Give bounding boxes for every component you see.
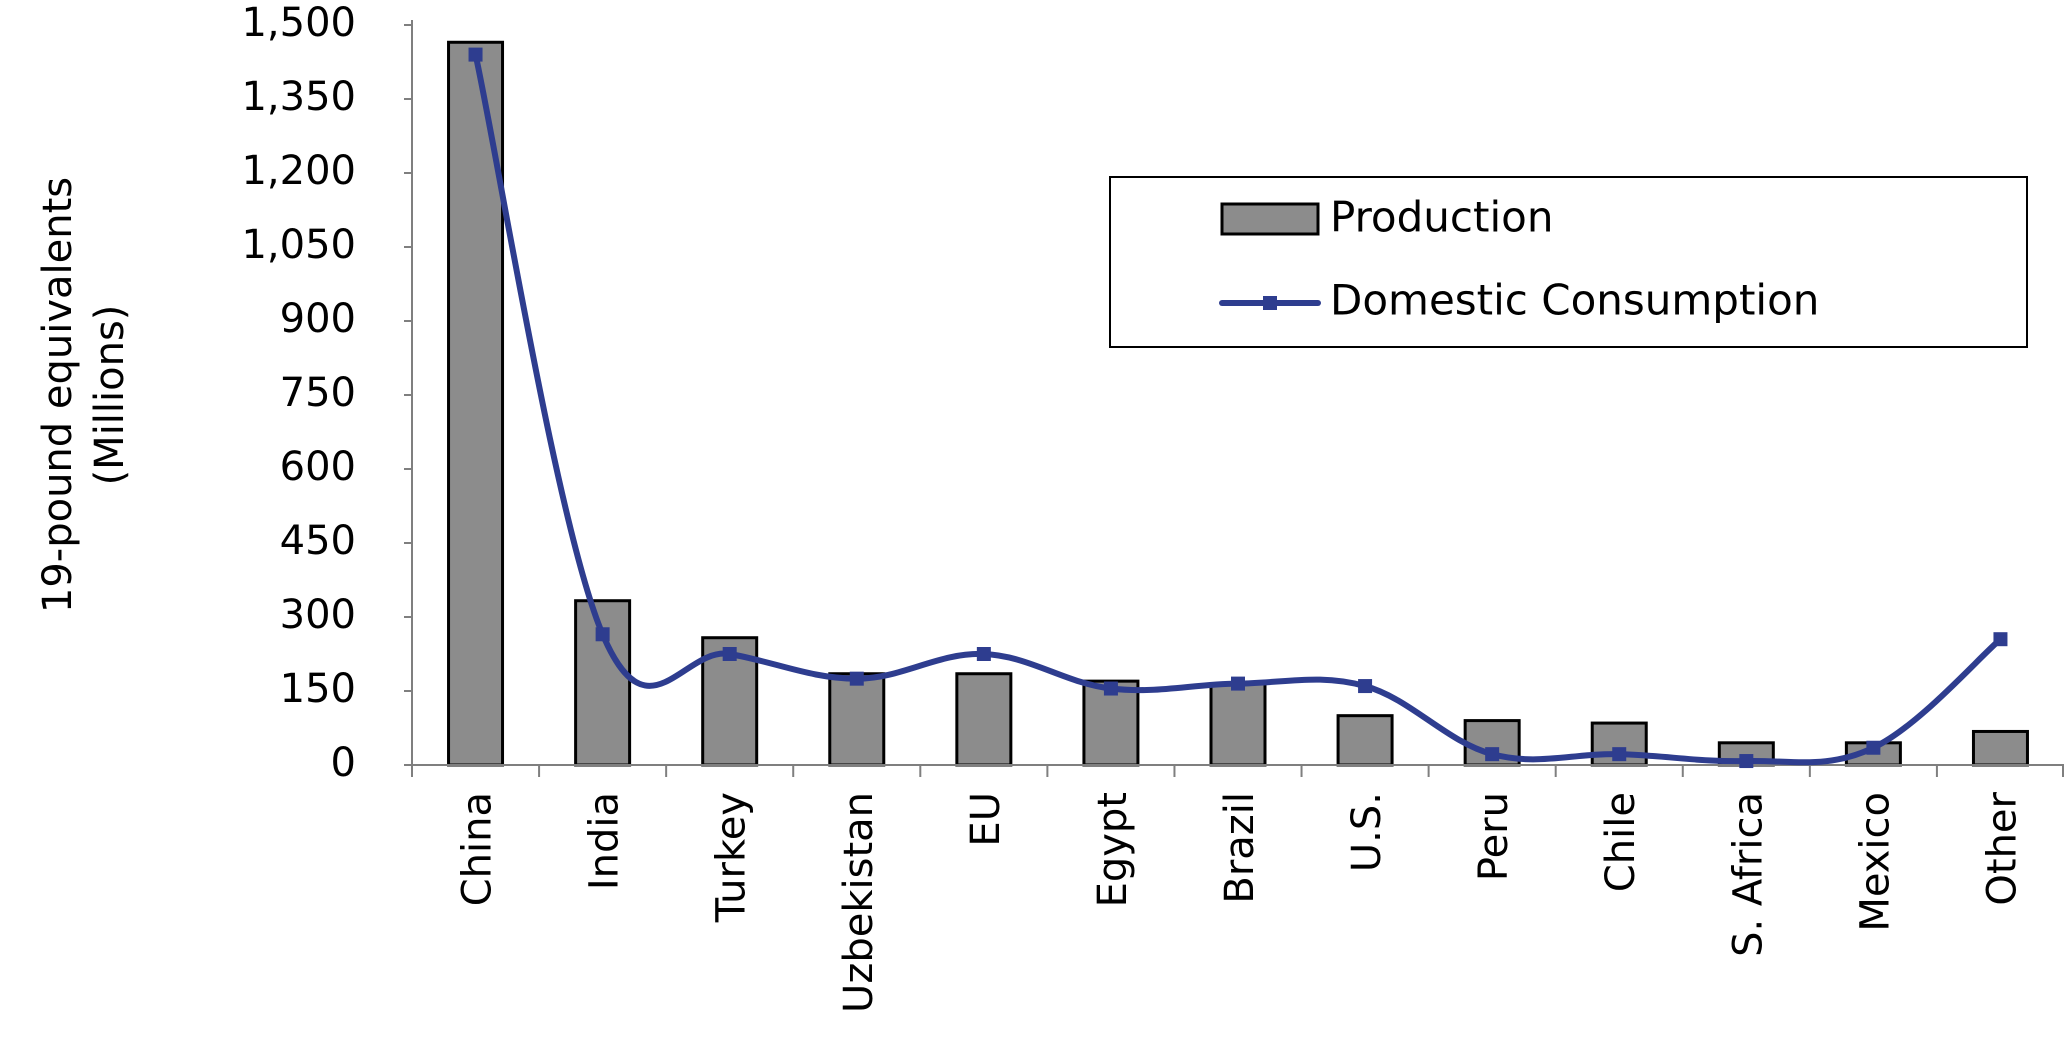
x-tick-label-other: Other <box>1979 791 2025 905</box>
consumption-point-turkey <box>722 647 737 661</box>
bar-uzbekistan <box>828 672 886 767</box>
consumption-point-eu <box>976 647 991 661</box>
y-axis-title-line-2: (Millions) <box>87 305 133 486</box>
y-tick-label: 750 <box>280 370 356 416</box>
consumption-line <box>468 47 2008 769</box>
y-axis-title-line-1: 19-pound equivalents <box>35 177 81 613</box>
y-tick-label: 150 <box>280 666 356 712</box>
x-tick-label-uzbekistan: Uzbekistan <box>836 792 882 1013</box>
x-tick-label-u-s: U.S. <box>1344 792 1390 872</box>
bar-eu <box>955 672 1013 767</box>
x-tick-label-peru: Peru <box>1471 792 1517 881</box>
x-tick-label-brazil: Brazil <box>1217 792 1263 904</box>
y-tick-label: 300 <box>280 592 356 638</box>
x-tick-label-mexico: Mexico <box>1852 792 1898 932</box>
legend-production-label: Production <box>1330 193 1553 242</box>
y-tick-label: 0 <box>331 740 356 786</box>
x-tick-label-india: India <box>582 792 628 890</box>
consumption-point-u-s <box>1358 679 1373 694</box>
legend-production-swatch <box>1220 202 1320 236</box>
y-tick-label: 1,350 <box>241 74 356 120</box>
x-tick-label-chile: Chile <box>1598 792 1644 892</box>
x-tick-label-china: China <box>455 792 501 906</box>
y-tick-label: 600 <box>280 444 356 490</box>
consumption-point-china <box>468 47 483 62</box>
consumption-point-egypt <box>1103 681 1118 696</box>
bar-brazil <box>1209 682 1267 767</box>
y-axis-ticks: 0 150 300 450 600 750 900 1,050 1,200 1,350 1,500 <box>241 0 412 786</box>
consumption-point-s-africa <box>1739 754 1754 769</box>
consumption-point-india <box>595 627 610 642</box>
legend-consumption-label: Domestic Consumption <box>1330 276 1819 325</box>
consumption-point-uzbekistan <box>849 671 864 686</box>
bar-india <box>574 599 632 767</box>
y-tick-label: 1,500 <box>241 0 356 46</box>
x-tick-label-s-africa: S. Africa <box>1725 792 1771 957</box>
legend: Production Domestic Consumption <box>1109 176 2028 348</box>
legend-consumption-marker <box>1263 296 1277 310</box>
bar-other <box>1971 729 2029 767</box>
x-tick-label-egypt: Egypt <box>1090 792 1136 907</box>
consumption-point-mexico <box>1866 740 1881 755</box>
y-tick-label: 1,050 <box>241 222 356 268</box>
bar-u-s <box>1336 714 1394 767</box>
x-tick-label-turkey: Turkey <box>709 792 755 923</box>
consumption-point-other <box>1993 632 2008 647</box>
y-tick-label: 900 <box>280 296 356 342</box>
x-tick-label-eu: EU <box>963 792 1009 847</box>
x-axis-ticks: China India Turkey Uzbekistan EU Egypt Brazil U… <box>455 791 2026 1012</box>
production-bars <box>447 40 2029 767</box>
consumption-point-brazil <box>1231 676 1245 691</box>
y-tick-label: 1,200 <box>241 148 356 194</box>
domestic-consumption-line <box>472 51 2004 766</box>
y-tick-label: 450 <box>280 518 356 564</box>
consumption-point-chile <box>1612 747 1627 762</box>
y-axis-title: 19-pound equivalents (Millions) <box>35 177 133 613</box>
consumption-point-peru <box>1485 747 1500 762</box>
axes <box>411 20 2064 777</box>
